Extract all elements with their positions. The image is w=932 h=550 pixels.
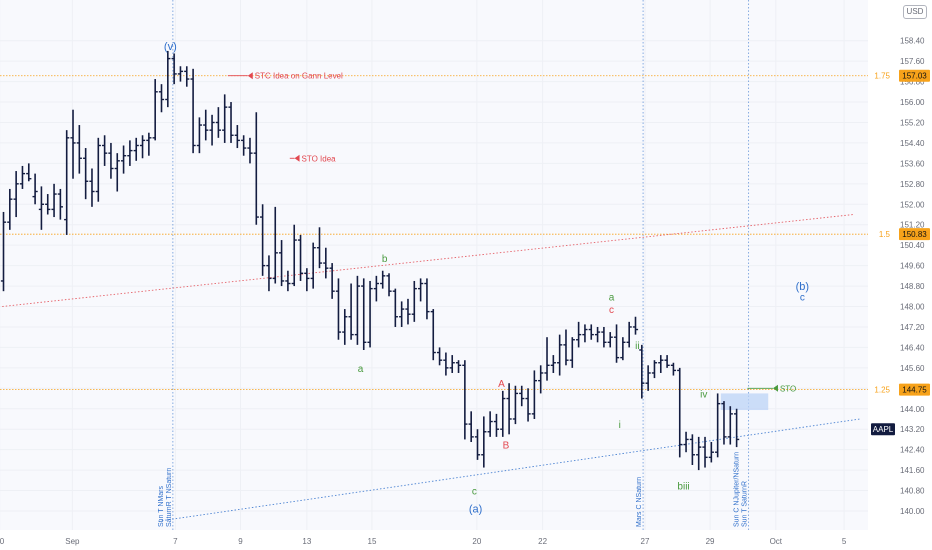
x-tick-label: 29 <box>706 537 715 546</box>
y-tick-label: 142.40 <box>900 446 925 455</box>
wave-label: c <box>472 487 477 498</box>
annotation-arrow-head <box>294 154 300 162</box>
ohlc-bars <box>0 50 740 471</box>
symbol-tag-text: AAPL <box>873 425 894 434</box>
vertical-lines: Sun T NMarsSaturnR T NSaturn Mars C NSatu… <box>158 0 750 530</box>
level-price-tag <box>899 383 930 396</box>
x-tick-label: Oct <box>770 537 783 546</box>
event-label: Mars C NSaturn <box>636 477 643 527</box>
wave-label: (a) <box>469 503 482 515</box>
currency-badge[interactable]: USD <box>903 5 927 19</box>
wave-label: a <box>609 292 615 303</box>
x-tick-label: 15 <box>368 537 377 546</box>
y-tick-label: 146.40 <box>900 343 925 352</box>
wave-label: b <box>382 254 388 265</box>
event-label-line: SaturnR T NSaturn <box>166 468 173 527</box>
event-label: Sun T NMarsSaturnR T NSaturn <box>158 468 173 527</box>
annotation-label: STC Idea on Gann Level <box>255 72 343 81</box>
annotation-arrow-head <box>772 384 778 392</box>
level-price-tag <box>899 69 930 82</box>
target-zone-box <box>720 393 769 411</box>
event-label-line: Mars C NSaturn <box>636 477 643 527</box>
annotation-label: STO Idea <box>302 154 337 163</box>
x-tick-label: 30 <box>0 537 5 546</box>
symbol-tag <box>871 423 895 436</box>
y-tick-label: 156.80 <box>900 78 925 87</box>
event-label-line: Sun C NJupiter/NSaturn <box>734 452 741 527</box>
price-axis[interactable] <box>868 0 932 530</box>
wave-label: (b) <box>796 281 809 293</box>
y-tick-label: 148.80 <box>900 282 925 291</box>
horizontal-levels: 1.75 1.5 1.25 <box>0 72 891 395</box>
annotation-arrow-head <box>247 72 253 80</box>
wave-label: (v) <box>164 41 177 53</box>
annotations: STC Idea on Gann Level STO Idea STO (v) b a A B… <box>164 41 809 516</box>
level-price-tag-text: 150.83 <box>902 230 927 239</box>
event-label: Sun C NJupiter/NSaturnSun T SaturnR <box>734 452 749 527</box>
y-tick-label: 147.20 <box>900 323 925 332</box>
x-tick-label: Sep <box>65 537 80 546</box>
wave-label: c <box>609 305 614 316</box>
x-tick-label: 22 <box>538 537 547 546</box>
time-axis-labels: 30 Sep 7 9 13 15 20 22 27 29 Oct 5 <box>0 537 847 546</box>
trendline <box>158 418 860 522</box>
wave-label: iv <box>700 389 707 400</box>
target-zone <box>720 393 769 411</box>
y-tick-label: 151.20 <box>900 221 925 230</box>
annotation-label: STO <box>780 384 796 393</box>
y-tick-label: 155.20 <box>900 118 925 127</box>
y-tick-label: 140.00 <box>900 507 925 516</box>
wave-label: A <box>498 379 505 390</box>
y-tick-label: 145.60 <box>900 364 925 373</box>
time-axis[interactable] <box>0 530 932 550</box>
wave-label: biii <box>677 481 689 492</box>
y-tick-label: 150.40 <box>900 241 925 250</box>
y-tick-label: 158.40 <box>900 37 925 46</box>
wave-label: i <box>619 420 621 431</box>
y-tick-label: 153.60 <box>900 159 925 168</box>
x-tick-label: 20 <box>472 537 481 546</box>
wave-label: B <box>503 441 510 452</box>
y-tick-label: 140.80 <box>900 487 925 496</box>
event-label-line: Sun T SaturnR <box>742 481 749 527</box>
fib-ratio-label: 1.25 <box>874 386 890 395</box>
y-tick-label: 152.00 <box>900 200 925 209</box>
y-tick-label: 149.60 <box>900 262 925 271</box>
y-tick-label: 157.60 <box>900 57 925 66</box>
wave-label: c <box>800 292 805 303</box>
x-tick-label: 13 <box>302 537 311 546</box>
wave-label: a <box>358 364 364 375</box>
y-tick-label: 144.00 <box>900 405 925 414</box>
level-price-tag <box>899 228 930 241</box>
x-tick-label: 5 <box>842 537 847 546</box>
wave-label: ii <box>635 341 639 352</box>
y-tick-label: 143.20 <box>900 425 925 434</box>
fib-ratio-label: 1.5 <box>879 230 891 239</box>
level-price-tag-text: 144.75 <box>902 386 927 395</box>
x-tick-label: 7 <box>173 537 178 546</box>
trendlines <box>2 214 860 522</box>
y-tick-label: 156.00 <box>900 98 925 107</box>
x-tick-label: 9 <box>238 537 243 546</box>
y-tick-label: 154.40 <box>900 139 925 148</box>
fib-ratio-label: 1.75 <box>874 72 890 81</box>
trendline <box>2 214 854 307</box>
plot-background <box>0 0 868 530</box>
y-tick-label: 141.60 <box>900 466 925 475</box>
event-label-line: Sun T NMars <box>158 486 165 527</box>
y-tick-label: 152.80 <box>900 180 925 189</box>
price-axis-labels: 140.00 140.80 141.60 142.40 143.20 144.00 144.… <box>900 37 925 516</box>
x-tick-label: 27 <box>641 537 650 546</box>
y-tick-label: 148.00 <box>900 303 925 312</box>
level-price-tag-text: 157.03 <box>902 72 927 81</box>
price-tags: 157.03 150.83 144.75 AAPL <box>871 69 930 436</box>
